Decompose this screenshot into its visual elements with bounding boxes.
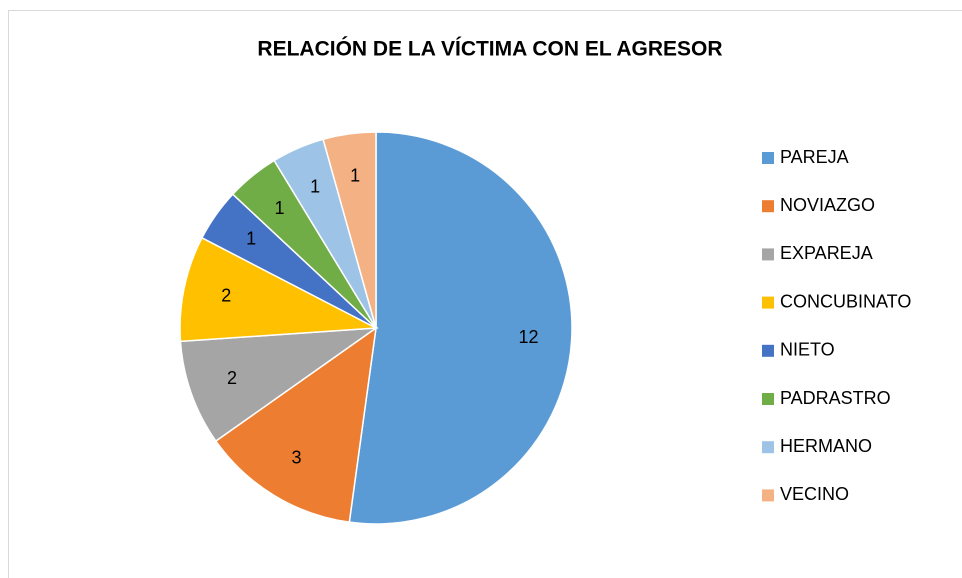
legend-swatch	[762, 200, 774, 213]
legend-label: NIETO	[780, 340, 835, 360]
pie-slice	[322, 131, 377, 329]
data-label: 2	[227, 368, 237, 388]
legend-label: PADRASTRO	[780, 388, 891, 408]
legend-label: HERMANO	[780, 436, 872, 456]
legend-swatch	[762, 441, 774, 454]
data-label: 1	[246, 229, 256, 249]
legend-label: PAREJA	[780, 147, 849, 167]
data-label: 2	[221, 286, 231, 306]
legend-label: CONCUBINATO	[780, 291, 911, 311]
legend-label: VECINO	[780, 484, 849, 504]
legend-label: NOVIAZGO	[780, 195, 875, 215]
legend-swatch	[762, 248, 774, 261]
legend-swatch	[762, 489, 774, 502]
legend-swatch	[762, 296, 774, 309]
pie-slice	[348, 131, 573, 525]
chart-title: RELACIÓN DE LA VÍCTIMA CON EL AGRESOR	[257, 37, 722, 61]
data-label: 3	[292, 447, 302, 467]
legend-label: EXPAREJA	[780, 243, 873, 263]
legend-swatch	[762, 152, 774, 164]
pie-slice	[214, 326, 377, 524]
pie-slice	[179, 327, 379, 443]
data-label: 1	[350, 165, 360, 185]
data-label: 1	[275, 198, 285, 218]
data-label: 1	[310, 177, 320, 197]
data-label: 12	[519, 327, 539, 347]
legend-swatch	[762, 344, 774, 357]
legend-swatch	[762, 393, 774, 405]
pie-slice	[179, 236, 379, 343]
